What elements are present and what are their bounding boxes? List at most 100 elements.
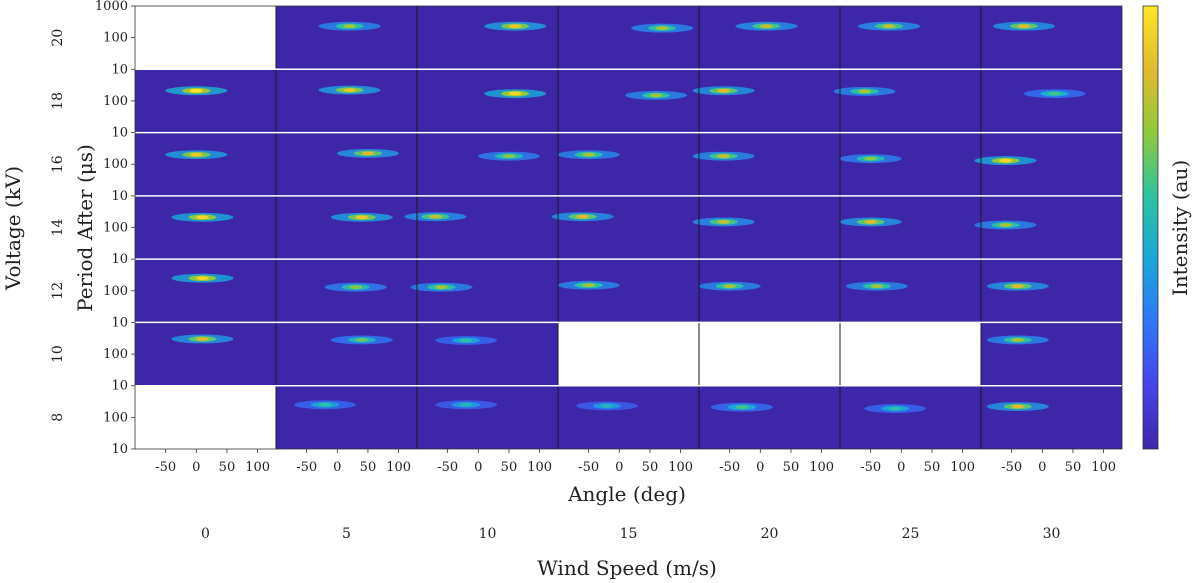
hotspot-core xyxy=(189,152,203,157)
hotspot-v16-w15 xyxy=(557,150,620,160)
hotspot-core xyxy=(1048,91,1061,96)
hotspot-core xyxy=(508,91,522,96)
hotspot-core xyxy=(864,156,877,161)
panel-background xyxy=(417,132,558,196)
panel-v16-w25 xyxy=(840,132,981,196)
y-tick-label: 100 xyxy=(103,94,128,109)
panel-v20-w5 xyxy=(276,6,417,70)
hotspot-core xyxy=(361,151,375,156)
grid-frame xyxy=(134,5,1123,450)
column-label-wind-speed: 25 xyxy=(902,526,920,542)
period-axis-label: Period After (μs) xyxy=(73,144,97,312)
panel-background xyxy=(699,69,840,133)
hotspot-v16-w25 xyxy=(839,154,902,164)
hotspot-core xyxy=(196,276,209,281)
panel-v12-w20 xyxy=(699,259,840,323)
hotspot-v14-w30 xyxy=(974,220,1037,230)
panel-v18-w15 xyxy=(558,69,699,133)
colorbar-label: Intensity (au) xyxy=(1168,160,1192,296)
panel-background xyxy=(981,322,1122,386)
panel-v10-w20 xyxy=(699,322,840,386)
empty-panel xyxy=(135,385,276,449)
hotspot-v14-w5 xyxy=(330,212,393,222)
panel-v14-w15 xyxy=(558,195,699,260)
hotspot-v10-w0 xyxy=(171,334,234,344)
hotspot-v16-w5 xyxy=(336,148,399,158)
axes-ticks: 1010010002010100181010016101001410100121… xyxy=(50,0,1123,542)
hotspot-core xyxy=(717,88,730,93)
panel-v10-w5 xyxy=(276,322,417,386)
hotspot-v14-w15 xyxy=(551,212,614,222)
x-tick-label: 0 xyxy=(1038,460,1046,475)
column-label-wind-speed: 20 xyxy=(761,526,779,542)
hotspot-v8-w30 xyxy=(986,402,1049,411)
x-tick-label: 0 xyxy=(756,460,764,475)
panel-background xyxy=(417,385,558,449)
hotspot-v18-w15 xyxy=(625,90,688,100)
panel-v10-w30 xyxy=(981,322,1122,386)
x-tick-label: 0 xyxy=(897,460,905,475)
column-label-wind-speed: 30 xyxy=(1043,526,1061,542)
panel-grid xyxy=(135,6,1122,449)
panel-background xyxy=(558,259,699,323)
panel-background xyxy=(981,259,1122,323)
hotspot-core xyxy=(717,154,730,159)
y-tick-label: 10 xyxy=(111,379,128,394)
y-tick-label: 100 xyxy=(103,31,128,46)
hotspot-v18-w5 xyxy=(318,85,381,95)
panel-v18-w10 xyxy=(417,69,558,133)
panel-background xyxy=(417,322,558,386)
panel-v14-w5 xyxy=(276,195,417,260)
panel-v10-w15 xyxy=(558,322,699,386)
panel-background xyxy=(840,385,981,449)
hotspot-core xyxy=(189,88,203,93)
x-tick-label: 100 xyxy=(527,460,552,475)
panel-v12-w25 xyxy=(840,259,981,323)
panel-background xyxy=(135,69,276,133)
x-tick-label: -50 xyxy=(155,460,176,475)
hotspot-core xyxy=(723,284,736,289)
panel-background xyxy=(276,195,417,260)
wind-speed-axis-label: Wind Speed (m/s) xyxy=(537,556,717,580)
panel-background xyxy=(840,69,981,133)
panel-background xyxy=(558,385,699,449)
panel-background xyxy=(558,6,699,70)
empty-panel xyxy=(558,322,699,386)
hotspot-v18-w30 xyxy=(1023,89,1086,99)
y-tick-label: 100 xyxy=(103,221,128,236)
hotspot-v16-w20 xyxy=(692,151,755,161)
x-tick-label: 50 xyxy=(642,460,659,475)
row-label-voltage: 14 xyxy=(50,219,66,237)
y-tick-label: 100 xyxy=(103,157,128,172)
x-tick-label: 50 xyxy=(360,460,377,475)
panel-background xyxy=(417,6,558,70)
panel-v18-w20 xyxy=(699,69,840,133)
hotspot-core xyxy=(502,154,516,159)
hotspot-core xyxy=(888,406,902,411)
panel-v8-w15 xyxy=(558,385,699,449)
hotspot-v20-w10 xyxy=(484,21,547,31)
empty-panel xyxy=(135,6,276,70)
panel-background xyxy=(699,6,840,70)
hotspot-v20-w15 xyxy=(631,23,694,33)
panel-background xyxy=(840,195,981,260)
panel-v8-w0 xyxy=(135,385,276,449)
panel-background xyxy=(276,322,417,386)
panel-background xyxy=(699,385,840,449)
x-tick-label: -50 xyxy=(437,460,458,475)
angle-axis-label: Angle (deg) xyxy=(567,482,686,506)
hotspot-v20-w20 xyxy=(735,21,798,31)
hotspot-core xyxy=(858,89,871,94)
panel-background xyxy=(276,132,417,196)
hotspot-core xyxy=(429,214,442,219)
hotspot-v8-w5 xyxy=(294,400,357,410)
y-tick-label: 10 xyxy=(111,442,128,457)
row-label-voltage: 18 xyxy=(50,92,66,110)
panel-v20-w20 xyxy=(699,6,840,70)
hotspot-core xyxy=(318,402,332,407)
column-label-wind-speed: 5 xyxy=(342,526,351,542)
hotspot-core xyxy=(343,24,356,29)
row-label-voltage: 12 xyxy=(50,282,66,300)
hotspot-v8-w10 xyxy=(435,400,498,410)
y-tick-label: 10 xyxy=(111,252,128,267)
